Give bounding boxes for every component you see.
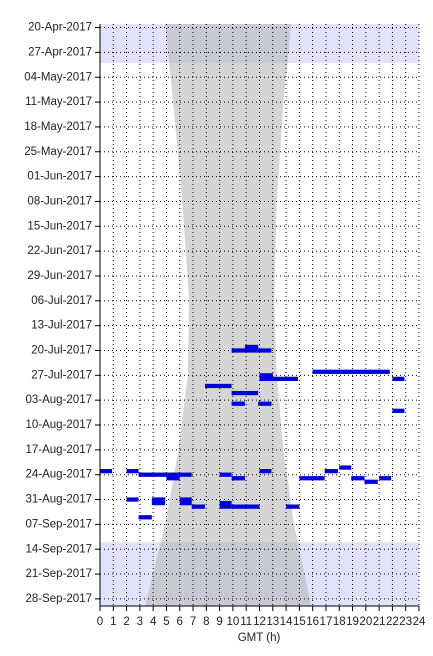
interval-bar	[151, 500, 166, 506]
x-tick-label: 3	[137, 616, 143, 628]
interval-bar	[312, 369, 390, 374]
interval-bar	[259, 469, 272, 474]
x-tick-label: 22	[386, 616, 399, 628]
x-tick-label: 6	[177, 616, 183, 628]
y-tick-label: 20-Jul-2017	[31, 345, 92, 357]
interval-bar	[231, 504, 260, 509]
interval-bar	[219, 472, 232, 477]
interval-bar	[258, 401, 272, 406]
y-tick-label: 29-Jun-2017	[27, 270, 92, 282]
y-tick-label: 24-Aug-2017	[26, 469, 93, 481]
y-tick-label: 08-Jun-2017	[27, 195, 92, 207]
interval-bar	[364, 479, 378, 484]
y-tick-label: 21-Sep-2017	[26, 568, 93, 580]
interval-bar	[179, 500, 192, 506]
y-tick-label: 10-Aug-2017	[26, 419, 93, 431]
interval-bar	[100, 469, 112, 474]
y-tick-label: 07-Sep-2017	[26, 518, 93, 530]
interval-bar	[231, 390, 259, 396]
interval-bar	[339, 465, 352, 470]
interval-bar	[138, 515, 152, 520]
interval-bar	[219, 500, 232, 506]
interval-bar	[231, 348, 272, 353]
y-tick-label: 17-Aug-2017	[26, 444, 93, 456]
x-tick-label: 17	[320, 616, 333, 628]
interval-bar	[151, 497, 166, 502]
x-tick-label: 0	[97, 616, 103, 628]
interval-bar	[286, 504, 300, 509]
y-tick-label: 20-Apr-2017	[28, 22, 92, 34]
x-tick-label: 14	[280, 616, 293, 628]
y-tick-label: 18-May-2017	[24, 121, 92, 133]
x-tick-label: 11	[240, 616, 252, 628]
y-tick-label: 11-May-2017	[25, 96, 92, 108]
y-tick-label: 27-Apr-2017	[28, 46, 92, 58]
interval-bar	[179, 497, 192, 502]
interval-bar	[138, 472, 192, 477]
y-tick-label: 01-Jun-2017	[27, 171, 92, 183]
interval-bar	[205, 383, 232, 389]
shade	[145, 24, 312, 606]
y-tick-label: 06-Jul-2017	[31, 295, 92, 307]
x-tick-label: 5	[163, 616, 169, 628]
interval-bar	[244, 344, 259, 350]
x-tick-label: 12	[253, 616, 266, 628]
interval-bar	[231, 401, 245, 406]
y-tick-label: 31-Aug-2017	[26, 494, 93, 506]
interval-bar	[259, 373, 273, 378]
interval-bar	[166, 476, 180, 481]
y-tick-label: 28-Sep-2017	[26, 593, 93, 605]
interval-bar	[324, 469, 338, 474]
y-tick-label: 25-May-2017	[24, 146, 92, 158]
interval-bar	[126, 469, 139, 474]
x-tick-label: 16	[306, 616, 319, 628]
y-tick-label: 04-May-2017	[24, 71, 92, 83]
y-tick-label: 03-Aug-2017	[26, 394, 93, 406]
interval-bar	[259, 376, 299, 382]
y-tick-label: 15-Jun-2017	[27, 220, 92, 232]
interval-bar	[231, 476, 245, 481]
y-tick-label: 13-Jul-2017	[31, 320, 92, 332]
interval-bar	[351, 476, 365, 481]
x-tick-label: 7	[190, 616, 196, 628]
x-axis-label: GMT (h)	[238, 632, 281, 644]
interval-bar	[191, 504, 206, 509]
x-tick-label: 20	[359, 616, 372, 628]
x-tick-label: 15	[293, 616, 306, 628]
x-tick-label: 13	[266, 616, 279, 628]
x-tick-label: 8	[203, 616, 209, 628]
x-tick-label: 24	[413, 616, 426, 628]
interval-bar	[392, 408, 405, 413]
interval-bar	[126, 497, 139, 502]
x-tick-label: 9	[216, 616, 222, 628]
x-tick-label: 10	[227, 616, 240, 628]
interval-bar	[392, 376, 405, 382]
interval-bar	[379, 476, 392, 481]
x-tick-label: 18	[333, 616, 346, 628]
interval-bar	[219, 504, 232, 509]
x-tick-label: 1	[110, 616, 116, 628]
y-tick-label: 27-Jul-2017	[31, 369, 92, 381]
y-tick-label: 22-Jun-2017	[27, 245, 92, 257]
interval-bar	[299, 476, 325, 481]
x-tick-label: 23	[399, 616, 412, 628]
y-tick-label: 14-Sep-2017	[26, 543, 93, 555]
x-tick-label: 19	[346, 616, 359, 628]
x-tick-label: 4	[150, 616, 157, 628]
x-tick-label: 2	[123, 616, 129, 628]
x-tick-label: 21	[373, 616, 386, 628]
